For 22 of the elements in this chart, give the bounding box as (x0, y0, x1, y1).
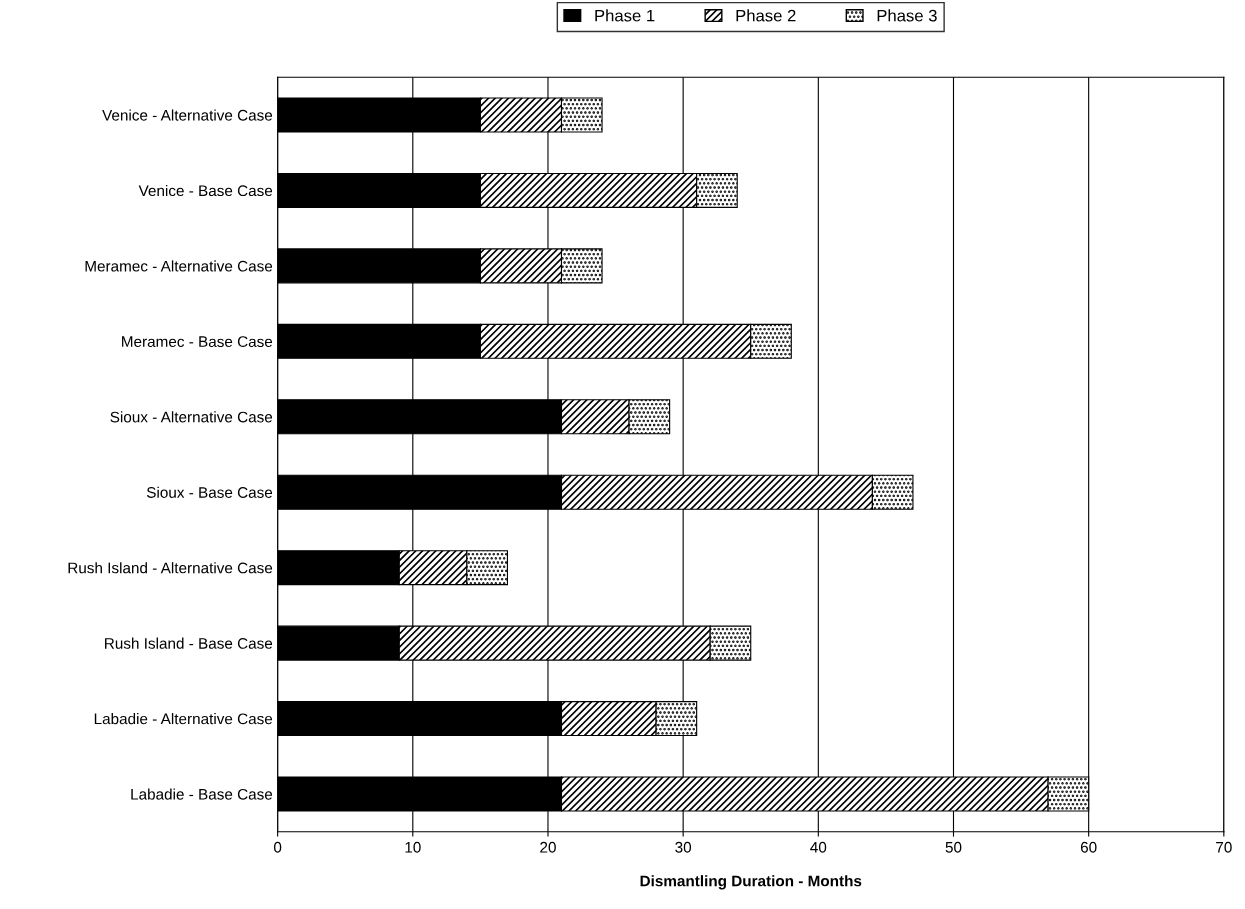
x-tick-label: 60 (1080, 841, 1097, 853)
y-tick-label: Sioux - Base Case (146, 486, 273, 498)
y-tick-label: Venice - Base Case (138, 184, 273, 197)
y-tick-label: Labadie - Alternative Case (94, 713, 273, 725)
y-tick-label: Rush Island - Base Case (105, 637, 273, 649)
y-tick-label: Venice - Alternative Case (102, 109, 273, 121)
y-tick-label: Rush Island - Alternative Case (68, 562, 273, 574)
legend-label: Phase 2 (736, 9, 796, 22)
legend-label: Phase 3 (877, 9, 937, 22)
x-axis-title: Dismantling Duration - Months (640, 875, 862, 890)
y-tick-label: Meramec - Alternative Case (85, 260, 273, 272)
x-tick-label: 0 (273, 841, 282, 853)
legend-label: Phase 1 (595, 9, 655, 22)
x-tick-label: 30 (675, 841, 692, 853)
y-tick-label: Sioux - Alternative Case (110, 411, 273, 423)
x-tick-label: 40 (810, 841, 827, 853)
y-tick-label: Meramec - Base Case (122, 336, 273, 348)
x-tick-label: 10 (405, 841, 421, 853)
x-tick-label: 20 (540, 841, 556, 853)
y-tick-label: Labadie - Base Case (131, 788, 273, 800)
x-tick-label: 70 (1216, 841, 1232, 853)
x-tick-label: 50 (945, 841, 962, 853)
